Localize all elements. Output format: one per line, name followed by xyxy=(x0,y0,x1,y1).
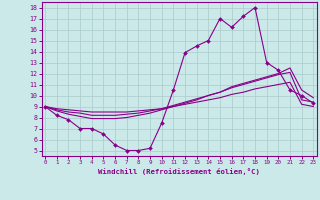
X-axis label: Windchill (Refroidissement éolien,°C): Windchill (Refroidissement éolien,°C) xyxy=(98,168,260,175)
